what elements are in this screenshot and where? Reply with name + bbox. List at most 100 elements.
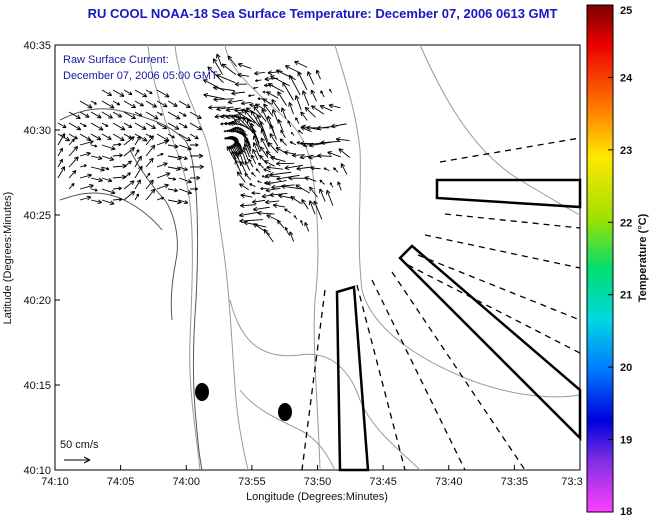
colorbar-label: Temperature (°C) [637, 213, 649, 302]
current-vector [112, 89, 125, 97]
current-vector [261, 175, 267, 179]
current-vector [145, 188, 156, 201]
current-vector [266, 180, 287, 186]
current-vector [134, 111, 143, 117]
current-vector [265, 187, 281, 193]
region-box-south [335, 285, 370, 472]
current-vector [327, 151, 341, 158]
y-tick-label: 40:15 [23, 380, 51, 392]
current-vector [252, 148, 259, 161]
current-vector [156, 122, 168, 130]
current-vector [134, 135, 141, 146]
current-vector [207, 66, 224, 84]
current-vector [156, 152, 164, 157]
colorbar-tick-label: 22 [620, 217, 632, 229]
current-vector [134, 89, 148, 98]
current-vector [271, 99, 281, 112]
current-vector [338, 148, 350, 158]
current-vector [288, 74, 301, 96]
current-vector [68, 156, 79, 168]
current-vector [178, 155, 188, 160]
current-vector [257, 180, 262, 184]
current-vector [319, 179, 325, 185]
current-vector [216, 106, 234, 112]
current-vector [236, 171, 246, 183]
x-axis-label: Longitude (Degrees:Minutes) [246, 491, 388, 503]
current-vector [248, 158, 254, 168]
current-vector [167, 144, 179, 149]
current-vector [310, 89, 317, 102]
current-vector [283, 150, 296, 156]
current-vector [302, 142, 323, 148]
current-vector [251, 172, 256, 177]
current-vector [251, 199, 266, 205]
current-vector [277, 91, 287, 106]
current-vector [260, 137, 270, 153]
current-vector [145, 157, 154, 168]
current-vector [280, 129, 286, 138]
current-vector [156, 111, 163, 116]
current-vector [90, 100, 97, 105]
x-tick-label: 73:55 [238, 476, 266, 488]
current-vector [239, 183, 249, 191]
current-vector [309, 186, 318, 198]
colorbar-tick-label: 20 [620, 362, 632, 374]
current-vector [90, 188, 98, 192]
current-vector [145, 172, 151, 179]
current-vector [79, 173, 92, 179]
current-vector [79, 140, 94, 146]
current-vector [297, 129, 304, 135]
current-vector [167, 199, 182, 205]
current-vector [57, 158, 63, 168]
current-vector [272, 203, 286, 208]
current-vector [57, 133, 66, 146]
current-vector [178, 144, 192, 151]
current-vector [212, 58, 224, 75]
current-vector [250, 154, 257, 165]
current-vector [57, 147, 63, 157]
current-vector [79, 122, 87, 128]
current-vector [275, 161, 295, 167]
current-vector [79, 151, 91, 157]
y-axis-label: Latitude (Degrees:Minutes) [2, 192, 14, 325]
sampling-regions [301, 137, 582, 472]
current-vector [79, 133, 92, 141]
current-vector [261, 108, 272, 128]
y-tick-label: 40:20 [23, 295, 51, 307]
current-vector [251, 191, 261, 195]
current-vector [112, 122, 126, 131]
current-vector [266, 91, 279, 99]
current-vector [189, 187, 199, 191]
current-vector [156, 183, 169, 190]
current-vector [112, 197, 123, 202]
current-vector [254, 70, 265, 76]
current-vector [101, 155, 115, 161]
current-vector [134, 133, 148, 142]
current-vector [68, 138, 75, 146]
current-vector [101, 177, 113, 183]
current-vector [279, 138, 288, 146]
current-vector [262, 98, 273, 105]
current-vector [310, 166, 321, 171]
current-vector [112, 142, 122, 147]
current-vector [293, 215, 298, 220]
current-vector [304, 222, 310, 232]
current-vector [240, 193, 253, 198]
current-vector [123, 190, 136, 201]
x-axis-ticks: 74:10 74:05 74:00 73:55 73:50 73:45 73:40 73:35… [41, 465, 583, 488]
current-vector [167, 111, 181, 120]
current-vector [276, 174, 300, 181]
current-vector [101, 100, 115, 109]
current-vector [90, 166, 105, 172]
current-vector [302, 90, 310, 106]
coastline [59, 108, 203, 471]
current-vector [134, 122, 147, 130]
current-vector [123, 172, 131, 179]
current-vector [101, 199, 115, 206]
current-vector [244, 172, 252, 181]
current-vector [291, 152, 305, 158]
current-vector [255, 168, 261, 173]
current-vector [145, 144, 156, 157]
x-tick-label: 73:35 [501, 476, 529, 488]
